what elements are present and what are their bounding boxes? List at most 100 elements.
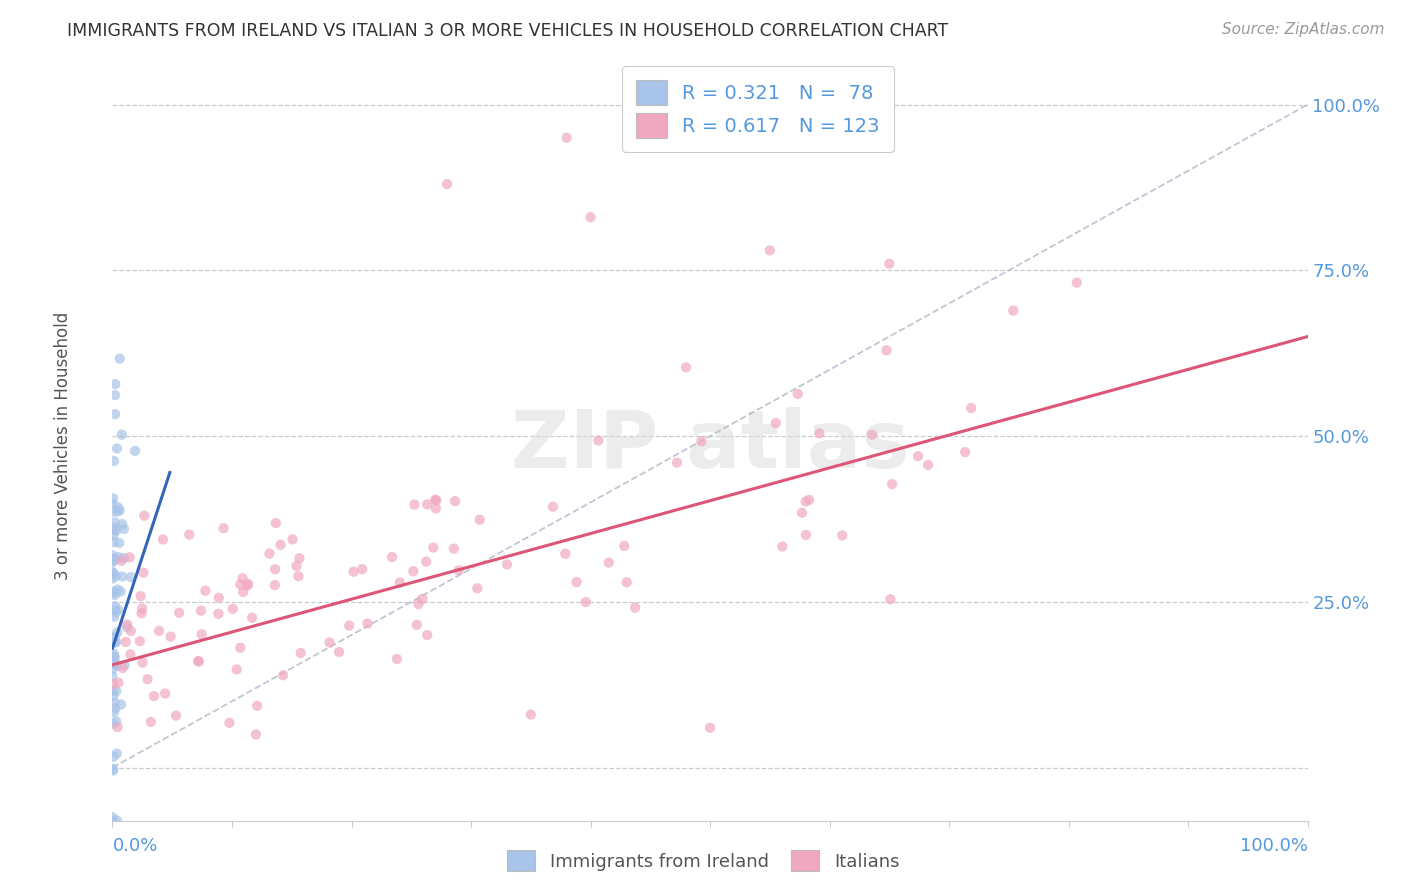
Point (520, 707, 543, 722)
Point (270, 538, 292, 552)
Text: Source: ZipAtlas.com: Source: ZipAtlas.com (1222, 22, 1385, 37)
Point (111, 661, 134, 675)
Point (263, 578, 285, 592)
Point (790, 506, 813, 520)
Point (103, 454, 125, 468)
Text: 3 or more Vehicles in Household: 3 or more Vehicles in Household (55, 312, 72, 580)
Point (222, 601, 245, 615)
Point (624, 600, 647, 615)
Legend: Immigrants from Ireland, Italians: Immigrants from Ireland, Italians (499, 843, 907, 879)
Point (101, 762, 124, 776)
Point (281, 533, 304, 547)
Point (107, 720, 129, 734)
Point (114, 658, 136, 673)
Point (236, 577, 259, 591)
Point (159, 630, 181, 644)
Point (443, 541, 465, 556)
Point (468, 513, 491, 527)
Point (165, 708, 187, 723)
Point (105, 635, 128, 649)
Point (101, 632, 124, 646)
Point (108, 536, 131, 550)
Point (103, 609, 125, 624)
Point (101, 716, 124, 731)
Point (101, 810, 124, 824)
Point (402, 564, 425, 578)
Point (129, 589, 152, 603)
Point (101, 764, 124, 778)
Point (404, 498, 426, 512)
Point (381, 550, 404, 565)
Point (588, 434, 610, 448)
Point (285, 559, 308, 574)
Point (245, 727, 267, 741)
Point (465, 582, 488, 596)
Point (104, 569, 127, 583)
Point (287, 569, 309, 583)
Point (786, 387, 808, 401)
Point (115, 617, 138, 632)
Point (104, 516, 127, 530)
Point (167, 606, 190, 620)
Point (107, 603, 129, 617)
Point (794, 528, 817, 542)
Point (207, 607, 229, 621)
Point (139, 714, 162, 729)
Point (613, 539, 636, 553)
Point (104, 521, 127, 535)
Point (105, 657, 128, 672)
Point (104, 407, 127, 421)
Point (385, 652, 408, 666)
Point (953, 445, 976, 459)
Point (579, 211, 602, 225)
Point (103, 528, 125, 542)
Point (405, 618, 427, 632)
Point (690, 434, 713, 449)
Point (447, 563, 470, 577)
Point (153, 687, 176, 701)
Point (101, 523, 124, 537)
Point (425, 493, 447, 508)
Point (103, 552, 125, 566)
Point (105, 625, 128, 640)
Point (318, 635, 340, 649)
Point (101, 566, 124, 580)
Point (190, 627, 212, 641)
Point (118, 550, 141, 565)
Point (111, 517, 134, 532)
Point (575, 595, 598, 609)
Point (101, 555, 124, 569)
Point (103, 689, 125, 703)
Point (212, 521, 235, 535)
Point (101, 572, 124, 586)
Point (101, 553, 124, 567)
Point (187, 654, 209, 668)
Point (288, 551, 311, 566)
Point (101, 683, 124, 698)
Point (259, 547, 281, 561)
Point (225, 663, 247, 677)
Point (134, 508, 156, 523)
Point (103, 647, 125, 661)
Point (110, 554, 132, 568)
Point (103, 705, 125, 719)
Point (104, 650, 127, 665)
Point (104, 377, 127, 392)
Point (190, 604, 212, 618)
Point (425, 492, 447, 507)
Point (110, 584, 132, 599)
Point (1002, 303, 1025, 318)
Point (132, 566, 155, 580)
Point (444, 494, 467, 508)
Point (797, 492, 820, 507)
Point (665, 456, 688, 470)
Point (105, 505, 128, 519)
Point (114, 635, 136, 649)
Point (907, 449, 929, 463)
Point (917, 458, 939, 472)
Point (765, 416, 787, 430)
Point (416, 628, 439, 642)
Point (101, 631, 124, 645)
Point (105, 714, 128, 729)
Point (794, 494, 817, 508)
